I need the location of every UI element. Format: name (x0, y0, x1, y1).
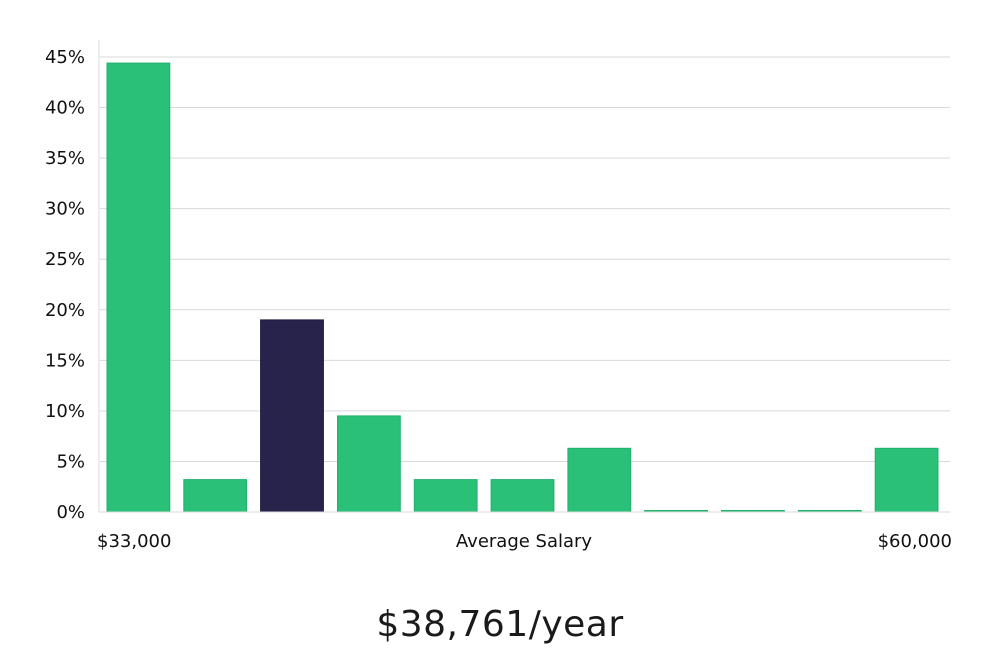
bar (874, 447, 939, 513)
salary-histogram: 0% 5% 10% 15% 20% 25% 30% 35% 40% 45% $33,000 Ave… (45, 40, 952, 552)
x-min-label: $33,000 (97, 531, 171, 552)
y-tick-label: 30% (45, 199, 85, 220)
y-tick-label: 25% (45, 249, 85, 270)
y-tick-label: 40% (45, 98, 85, 119)
x-axis-title: Average Salary (456, 531, 593, 552)
y-tick-label: 20% (45, 300, 85, 321)
bar (567, 447, 632, 513)
y-tick-label: 5% (56, 451, 85, 472)
y-axis-ticks: 0% 5% 10% 15% 20% 25% 30% 35% 40% 45% (45, 47, 85, 523)
x-max-label: $60,000 (878, 531, 952, 552)
y-tick-label: 10% (45, 401, 85, 422)
bar (106, 62, 171, 513)
bars (106, 62, 939, 513)
grid-lines (100, 56, 950, 462)
y-tick-label: 35% (45, 148, 85, 169)
bar (337, 415, 401, 513)
bar (413, 479, 478, 513)
average-salary-value: $38,761/year (376, 604, 624, 645)
y-tick-label: 45% (45, 47, 85, 68)
y-tick-label: 0% (56, 502, 85, 523)
bar (183, 479, 248, 513)
bar (490, 479, 555, 513)
y-tick-label: 15% (45, 350, 85, 371)
bar-highlighted (260, 319, 324, 513)
